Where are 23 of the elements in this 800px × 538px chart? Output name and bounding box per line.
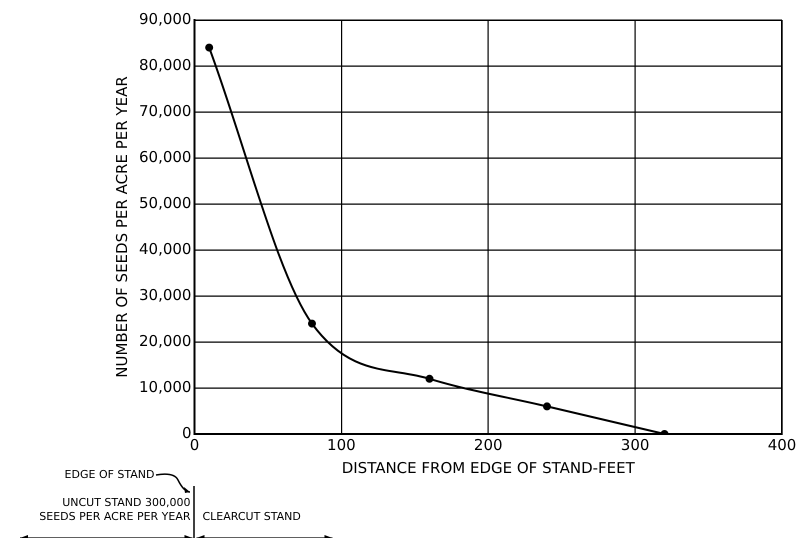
text: CLEARCUT STAND — [202, 510, 301, 524]
point — [308, 320, 316, 328]
y-tick-label: 10,000 — [138, 378, 192, 396]
y-tick-label: 60,000 — [138, 148, 192, 166]
x-tick-label: 200 — [474, 436, 503, 454]
x-axis-title: DISTANCE FROM EDGE OF STAND-FEET — [342, 458, 636, 477]
text: EDGE OF STAND — [64, 468, 154, 482]
text: UNCUT STAND 300,000 SEEDS PER ACRE PER YEAR — [39, 496, 190, 524]
y-tick-label: 70,000 — [138, 102, 192, 120]
x-tick-label: 300 — [620, 436, 650, 454]
point — [425, 374, 434, 383]
point — [542, 402, 551, 410]
y-tick-label: 50,000 — [138, 194, 192, 212]
point — [205, 44, 214, 52]
y-tick-label: 90,000 — [138, 10, 192, 28]
y-tick-label: 40,000 — [138, 240, 192, 258]
y-tick-label: 0 — [182, 424, 192, 442]
x-tick-label: 100 — [327, 436, 356, 454]
y-tick-label: 80,000 — [138, 56, 192, 74]
y-tick-label: 30,000 — [138, 286, 192, 304]
y-axis-title: NUMBER OF SEEDS PER ACRE PER YEAR — [112, 76, 131, 378]
y-tick-label: 20,000 — [138, 332, 192, 350]
x-tick-label: 400 — [768, 436, 796, 454]
